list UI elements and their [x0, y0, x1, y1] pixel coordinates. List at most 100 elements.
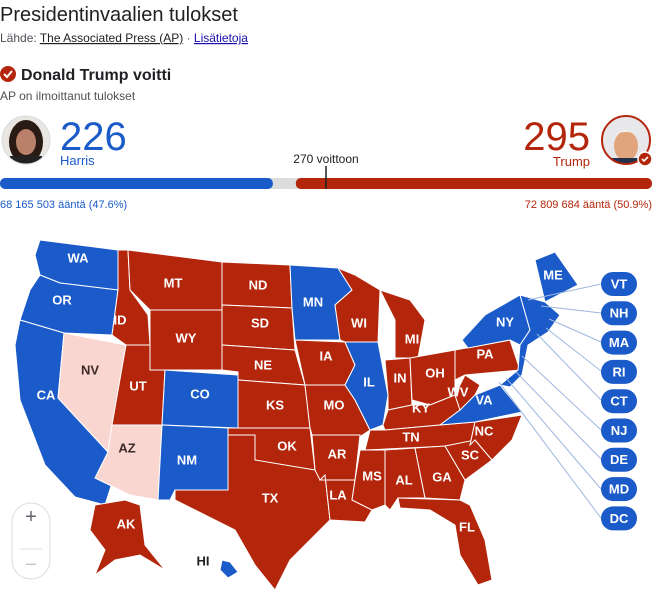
check-mark	[3, 70, 13, 79]
more-link[interactable]: Lisätietoja	[194, 31, 248, 45]
state-label: KS	[266, 397, 284, 412]
state-label: NM	[177, 452, 197, 467]
state-label: AK	[117, 516, 136, 531]
state-label: UT	[129, 378, 146, 393]
state-label: ID	[114, 312, 127, 327]
callout-label: NJ	[611, 423, 628, 438]
callout-line	[515, 371, 602, 460]
callout-line	[548, 318, 602, 343]
state[interactable]	[397, 497, 493, 586]
state-label: ME	[543, 267, 563, 282]
callout-label: NH	[610, 306, 629, 321]
state-label: VA	[475, 392, 493, 407]
callout-bubble	[601, 389, 637, 414]
state-label: WY	[176, 330, 197, 345]
state-label: NV	[81, 362, 99, 377]
callout-bubble	[601, 301, 637, 326]
callout-label: DC	[610, 511, 629, 526]
callout-line	[521, 355, 602, 431]
state[interactable]	[534, 251, 579, 303]
state-label: NE	[254, 357, 272, 372]
state-label: NC	[475, 423, 494, 438]
state-label: MT	[164, 275, 183, 290]
state-label: MN	[303, 294, 323, 309]
state-label: MI	[405, 331, 419, 346]
state-label: PA	[476, 346, 494, 361]
northeast-states[interactable]	[498, 294, 561, 388]
state[interactable]	[219, 559, 239, 579]
state-label: CA	[37, 387, 56, 402]
zoom-in[interactable]: +	[25, 506, 37, 528]
callout-bubble	[601, 506, 637, 531]
harris-popular: 68 165 503 ääntä (47.6%)	[0, 199, 127, 211]
state-label: WV	[448, 384, 469, 399]
headline: Donald Trump voitti	[21, 67, 171, 84]
callout-line	[540, 305, 602, 314]
state-label: TX	[262, 490, 279, 505]
callout-line	[498, 381, 602, 519]
trump-name: Trump	[553, 154, 590, 169]
callout-bubble	[601, 272, 637, 296]
title: Presidentinvaalien tulokset	[0, 4, 238, 26]
callout-label: CT	[610, 394, 627, 409]
source-line: Lähde: The Associated Press (AP) · Lisät…	[0, 31, 248, 45]
state-label: OH	[425, 365, 445, 380]
separator: ·	[187, 31, 191, 45]
state-label: IN	[394, 370, 407, 385]
winner-check	[641, 156, 649, 163]
trump-electoral-votes: 295	[523, 115, 590, 159]
callout-bubble	[601, 477, 637, 502]
harris-electoral-votes: 226	[60, 115, 127, 159]
state[interactable]	[19, 274, 119, 336]
state[interactable]	[89, 499, 166, 577]
state[interactable]	[454, 374, 481, 411]
state-label: IL	[363, 374, 375, 389]
state-label: HI	[197, 553, 210, 568]
trump-bar	[295, 178, 652, 189]
state-label: TN	[402, 429, 419, 444]
state-label: FL	[459, 519, 475, 534]
callout-label: MD	[609, 482, 629, 497]
trump-popular: 72 809 684 ääntä (50.9%)	[525, 199, 652, 211]
callouts: VT NH MA RI CT NJ DE MD DC	[498, 272, 637, 531]
state-label: CO	[190, 386, 210, 401]
vote-bar	[0, 166, 652, 189]
state-label: LA	[329, 487, 347, 502]
harris-bar	[0, 178, 273, 189]
callout-label: MA	[609, 335, 630, 350]
source-link[interactable]: The Associated Press (AP)	[40, 31, 183, 45]
callout-line	[527, 283, 602, 301]
zoom-control[interactable]: + −	[11, 502, 51, 580]
state-label: OR	[52, 292, 72, 307]
harris-photo-ring	[1, 115, 51, 165]
threshold-label: 270 voittoon	[293, 152, 358, 166]
state-label: MO	[324, 397, 345, 412]
note: AP on ilmoittanut tulokset	[0, 89, 136, 103]
callout-bubble	[601, 418, 637, 443]
callout-line	[536, 333, 602, 401]
check-icon	[0, 66, 16, 82]
trump-photo-ring	[601, 115, 651, 165]
state-label: OK	[277, 438, 297, 453]
state-label: SD	[251, 315, 269, 330]
callout-bubble	[601, 447, 637, 472]
harris-name: Harris	[60, 153, 95, 168]
state-label: IA	[320, 348, 334, 363]
state-label: GA	[432, 469, 452, 484]
state-label: KY	[412, 400, 430, 415]
us-map: WA OR CA NV ID MT WY UT CO AZ NM ND SD N…	[14, 239, 579, 591]
source-prefix: Lähde:	[0, 31, 37, 45]
zoom-out[interactable]: −	[25, 554, 37, 576]
state-label: AL	[395, 472, 412, 487]
state[interactable]	[174, 434, 331, 591]
callout-line	[505, 377, 602, 490]
state-label: ND	[249, 277, 268, 292]
callout-label: VT	[611, 276, 628, 291]
callout-bubble	[601, 359, 637, 384]
state-label: AZ	[118, 440, 135, 455]
callout-label: DE	[610, 452, 628, 467]
callout-bubble	[601, 330, 637, 355]
state[interactable]	[379, 289, 426, 359]
callout-line	[545, 327, 602, 372]
